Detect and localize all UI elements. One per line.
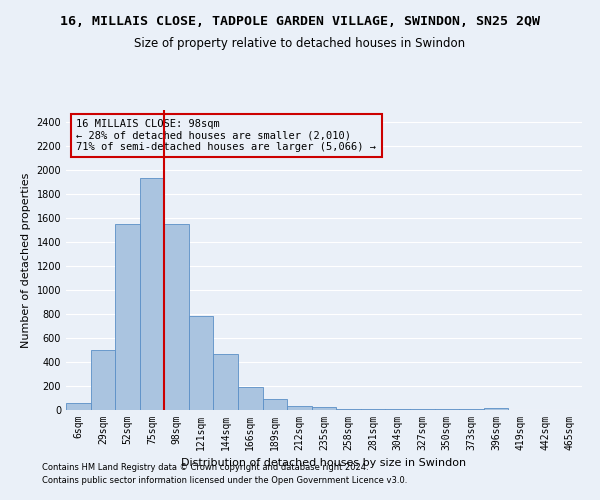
Text: 16, MILLAIS CLOSE, TADPOLE GARDEN VILLAGE, SWINDON, SN25 2QW: 16, MILLAIS CLOSE, TADPOLE GARDEN VILLAG…	[60, 15, 540, 28]
Text: Size of property relative to detached houses in Swindon: Size of property relative to detached ho…	[134, 38, 466, 51]
Bar	[336, 409, 361, 410]
Bar	[312, 406, 336, 410]
Bar	[66, 403, 91, 410]
Text: Contains HM Land Registry data © Crown copyright and database right 2024.: Contains HM Land Registry data © Crown c…	[42, 464, 368, 472]
Bar	[238, 387, 263, 410]
Bar	[484, 408, 508, 410]
Bar	[263, 399, 287, 410]
Bar	[115, 224, 140, 410]
Bar	[164, 224, 189, 410]
Bar	[189, 316, 214, 410]
Text: 16 MILLAIS CLOSE: 98sqm
← 28% of detached houses are smaller (2,010)
71% of semi: 16 MILLAIS CLOSE: 98sqm ← 28% of detache…	[76, 119, 376, 152]
Y-axis label: Number of detached properties: Number of detached properties	[21, 172, 31, 348]
Bar	[287, 406, 312, 410]
X-axis label: Distribution of detached houses by size in Swindon: Distribution of detached houses by size …	[181, 458, 467, 468]
Bar	[91, 350, 115, 410]
Bar	[140, 178, 164, 410]
Bar	[214, 354, 238, 410]
Text: Contains public sector information licensed under the Open Government Licence v3: Contains public sector information licen…	[42, 476, 407, 485]
